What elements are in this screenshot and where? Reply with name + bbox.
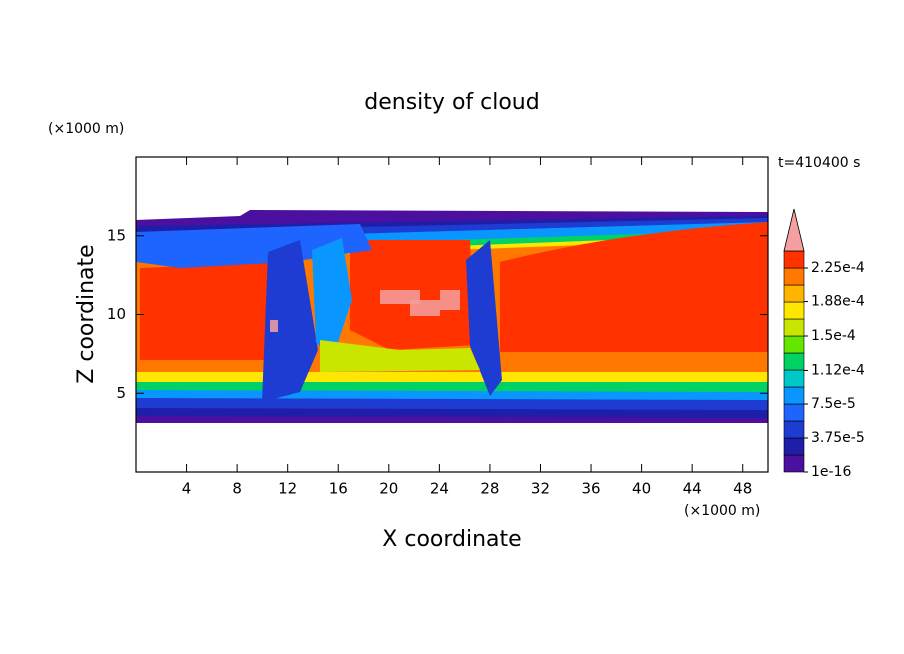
colorbar-band	[783, 267, 805, 286]
colorbar-band	[783, 454, 805, 473]
y-tick-label: 5	[116, 384, 126, 402]
colorbar-band	[783, 403, 805, 422]
colorbar-label: 1.88e-4	[811, 294, 865, 310]
chart-title: density of cloud	[364, 90, 539, 115]
y-unit: (×1000 m)	[48, 121, 124, 137]
x-tick-label: 8	[232, 480, 242, 498]
colorbar-band	[783, 318, 805, 337]
colorbar-extend	[783, 208, 805, 252]
x-axis-label: X coordinate	[382, 527, 521, 552]
contour-region	[500, 222, 768, 352]
colorbar-band	[783, 301, 805, 320]
contour-region	[440, 290, 460, 310]
x-tick-label: 24	[430, 480, 449, 498]
x-tick-label: 20	[379, 480, 398, 498]
contour-region	[466, 240, 502, 396]
contour-region	[312, 238, 352, 360]
colorbar-band	[783, 437, 805, 456]
y-tick-label: 15	[107, 226, 126, 244]
x-tick-label: 36	[581, 480, 600, 498]
contour-region	[320, 340, 480, 372]
colorbar-band	[783, 250, 805, 269]
colorbar-label: 1.12e-4	[811, 362, 865, 378]
colorbar-band	[783, 369, 805, 388]
colorbar-label: 1e-16	[811, 464, 851, 480]
contour-region	[262, 240, 318, 402]
colorbar-label: 1.5e-4	[811, 328, 856, 344]
contour-region	[140, 262, 290, 360]
x-tick-label: 12	[278, 480, 297, 498]
x-tick-label: 16	[329, 480, 348, 498]
x-unit: (×1000 m)	[684, 503, 760, 519]
x-tick-label: 32	[531, 480, 550, 498]
x-tick-label: 48	[733, 480, 752, 498]
contour-region	[410, 300, 440, 316]
colorbar-band	[783, 386, 805, 405]
x-tick-label: 28	[480, 480, 499, 498]
colorbar-label: 2.25e-4	[811, 260, 865, 276]
x-tick-label: 4	[182, 480, 192, 498]
colorbar-band	[783, 335, 805, 354]
colorbar-band	[783, 420, 805, 439]
contour-field	[136, 210, 768, 423]
colorbar-label: 3.75e-5	[811, 430, 865, 446]
x-tick-label: 44	[683, 480, 702, 498]
x-tick-label: 40	[632, 480, 651, 498]
colorbar-label: 7.5e-5	[811, 396, 856, 412]
colorbar-band	[783, 352, 805, 371]
colorbar-band	[783, 284, 805, 303]
y-tick-label: 10	[107, 305, 126, 323]
y-axis-label: Z coordinate	[74, 244, 99, 383]
contour-region	[270, 320, 278, 332]
annotation: t=410400 s	[778, 155, 860, 171]
